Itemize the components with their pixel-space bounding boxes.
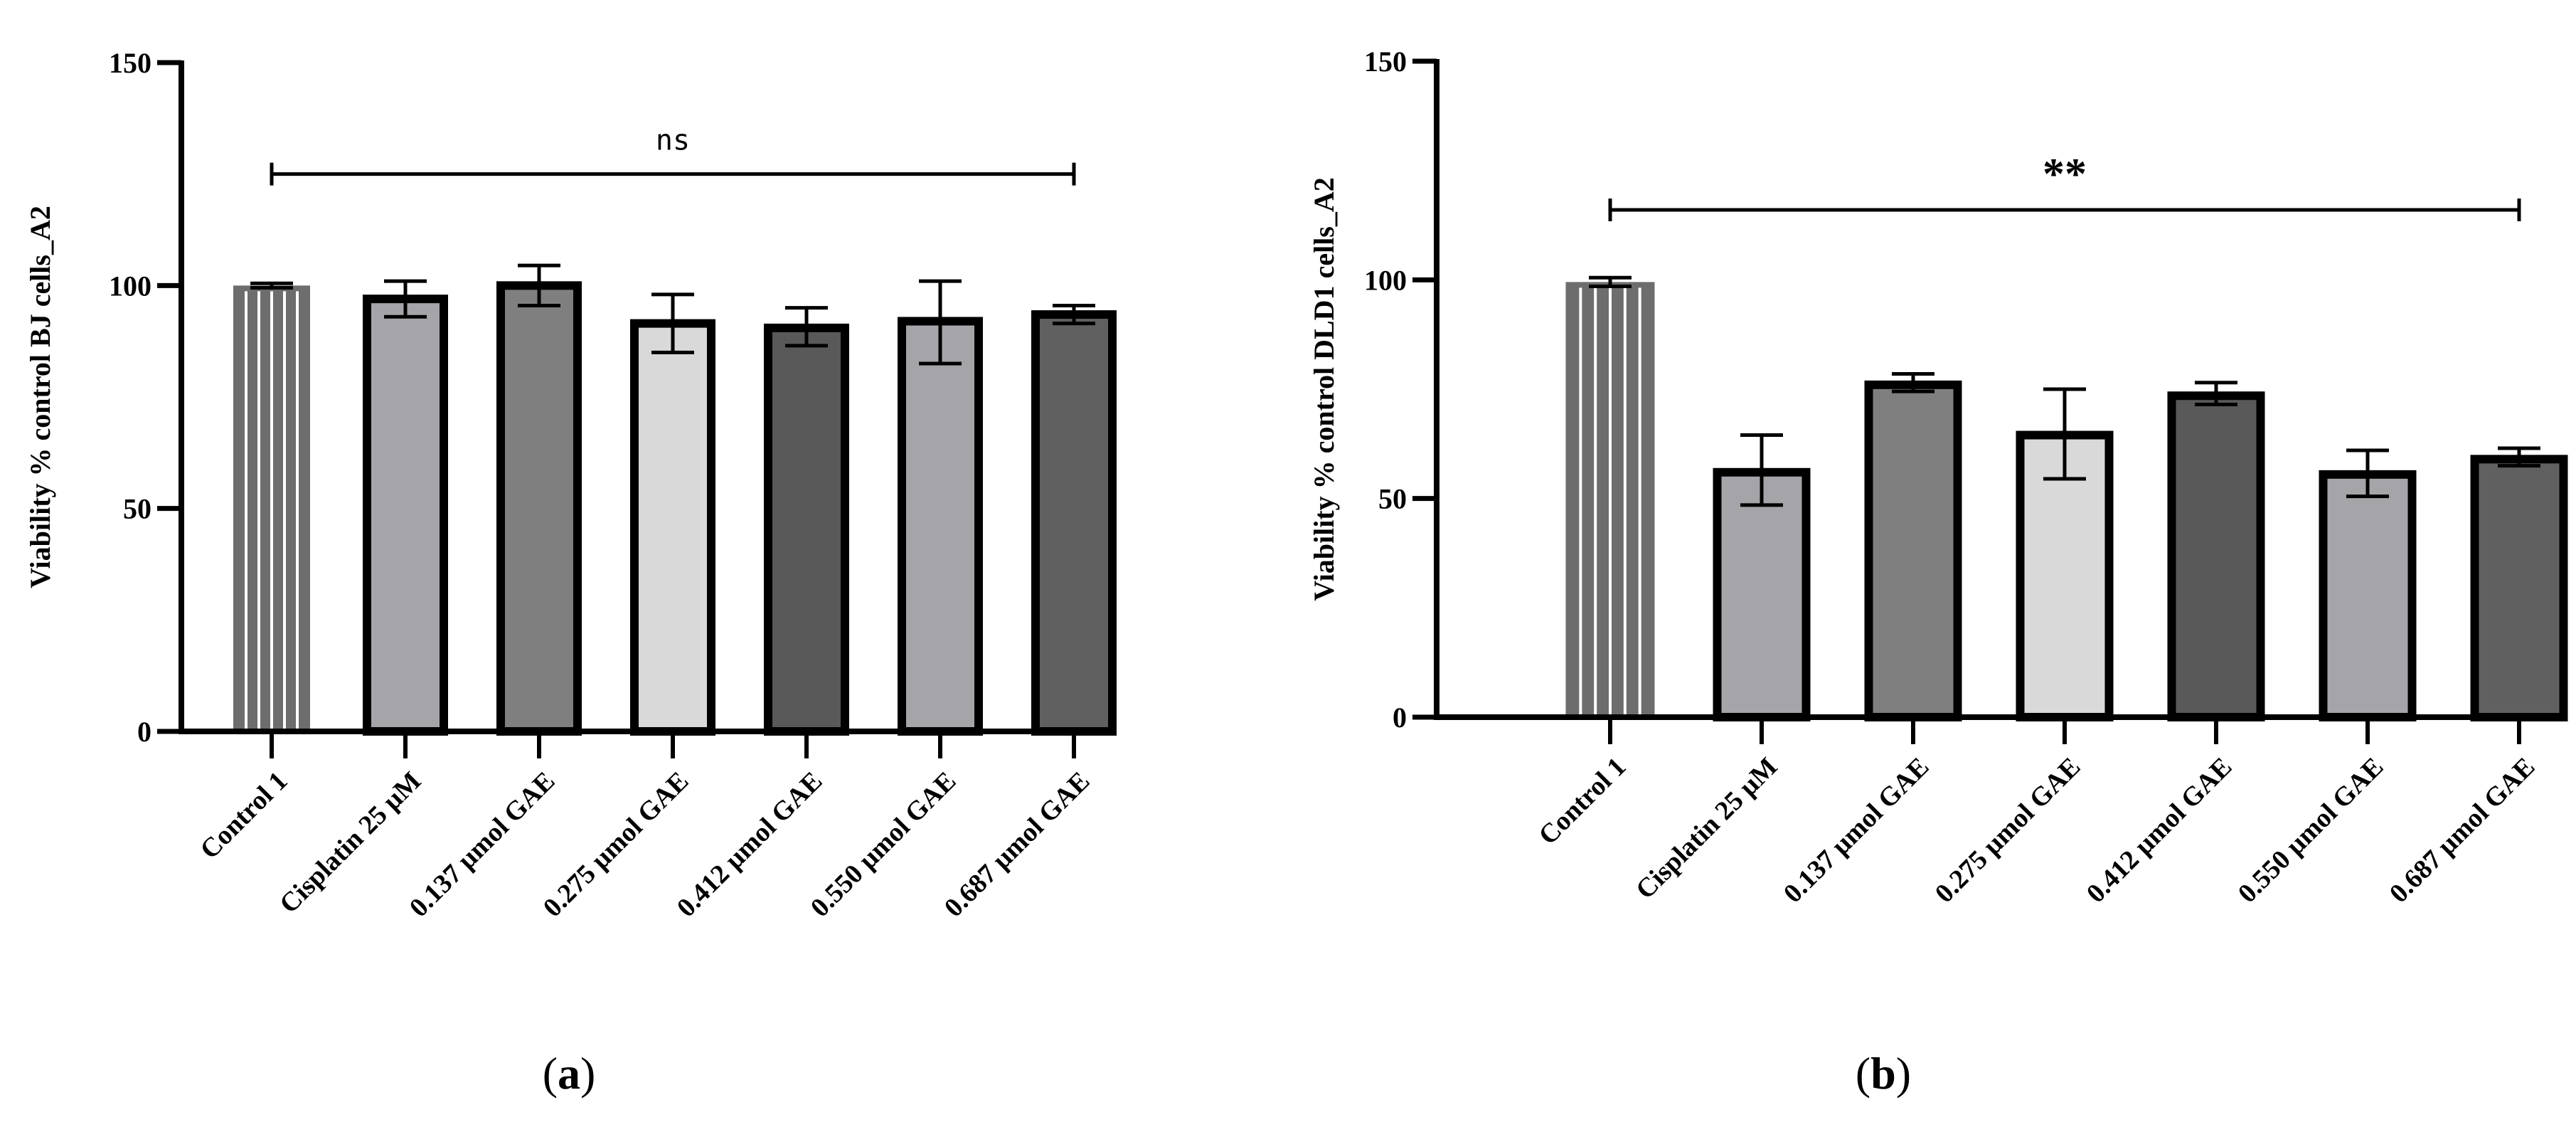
- y-tick-label: 50: [1378, 483, 1407, 515]
- x-tick-label: Cisplatin 25 µM: [274, 766, 427, 919]
- bar: [898, 317, 983, 736]
- bar: [1864, 380, 1962, 721]
- y-tick-label: 0: [137, 716, 151, 748]
- bar: [2470, 455, 2568, 721]
- bar: [764, 323, 849, 736]
- panel-label-b: (b): [1856, 1048, 1911, 1099]
- y-axis-title: Viability % control BJ cells_A2: [24, 206, 56, 588]
- y-tick-label: 150: [1364, 46, 1407, 78]
- x-tick-label: 0.275 µmol GAE: [538, 766, 695, 923]
- x-tick-label: Cisplatin 25 µM: [1630, 752, 1783, 905]
- x-tick-label: 0.137 µmol GAE: [404, 766, 561, 923]
- x-tick-label: 0.275 µmol GAE: [1930, 752, 2087, 909]
- y-tick-label: 100: [1364, 264, 1407, 296]
- chart-b: 0 50 100 150 Viability % control DLD1 cells_…: [1308, 46, 2568, 909]
- bar: [1713, 467, 1811, 722]
- chart-a: 0 50 100 150 Viability % control BJ cells_A2…: [24, 47, 1117, 923]
- bar: [2319, 470, 2417, 721]
- significance-label: ns: [656, 125, 690, 157]
- x-tick-label: 0.687 µmol GAE: [2384, 752, 2541, 909]
- significance-label: **: [2043, 150, 2087, 199]
- bar: [1031, 310, 1117, 736]
- bar: [363, 295, 448, 736]
- x-tick-label: 0.412 µmol GAE: [671, 766, 829, 923]
- panel-label-a: (a): [543, 1048, 596, 1099]
- y-axis-title: Viability % control DLD1 cells_A2: [1308, 177, 1340, 601]
- bar: [630, 319, 715, 736]
- x-tick-label: 0.687 µmol GAE: [939, 766, 1096, 923]
- x-tick-label: Control 1: [1533, 752, 1632, 851]
- y-tick-label: 150: [109, 47, 151, 79]
- x-tick-label: Control 1: [194, 766, 293, 865]
- y-tick-label: 0: [1393, 702, 1407, 734]
- bar: [2167, 391, 2265, 721]
- x-tick-label: 0.137 µmol GAE: [1778, 752, 1935, 909]
- y-tick-label: 100: [109, 270, 151, 302]
- x-tick-label: 0.550 µmol GAE: [2232, 752, 2390, 909]
- bar: [496, 281, 582, 736]
- x-tick-label: 0.412 µmol GAE: [2081, 752, 2238, 909]
- y-tick-label: 50: [123, 493, 151, 525]
- bar: [2016, 430, 2114, 721]
- x-tick-label: 0.550 µmol GAE: [805, 766, 962, 923]
